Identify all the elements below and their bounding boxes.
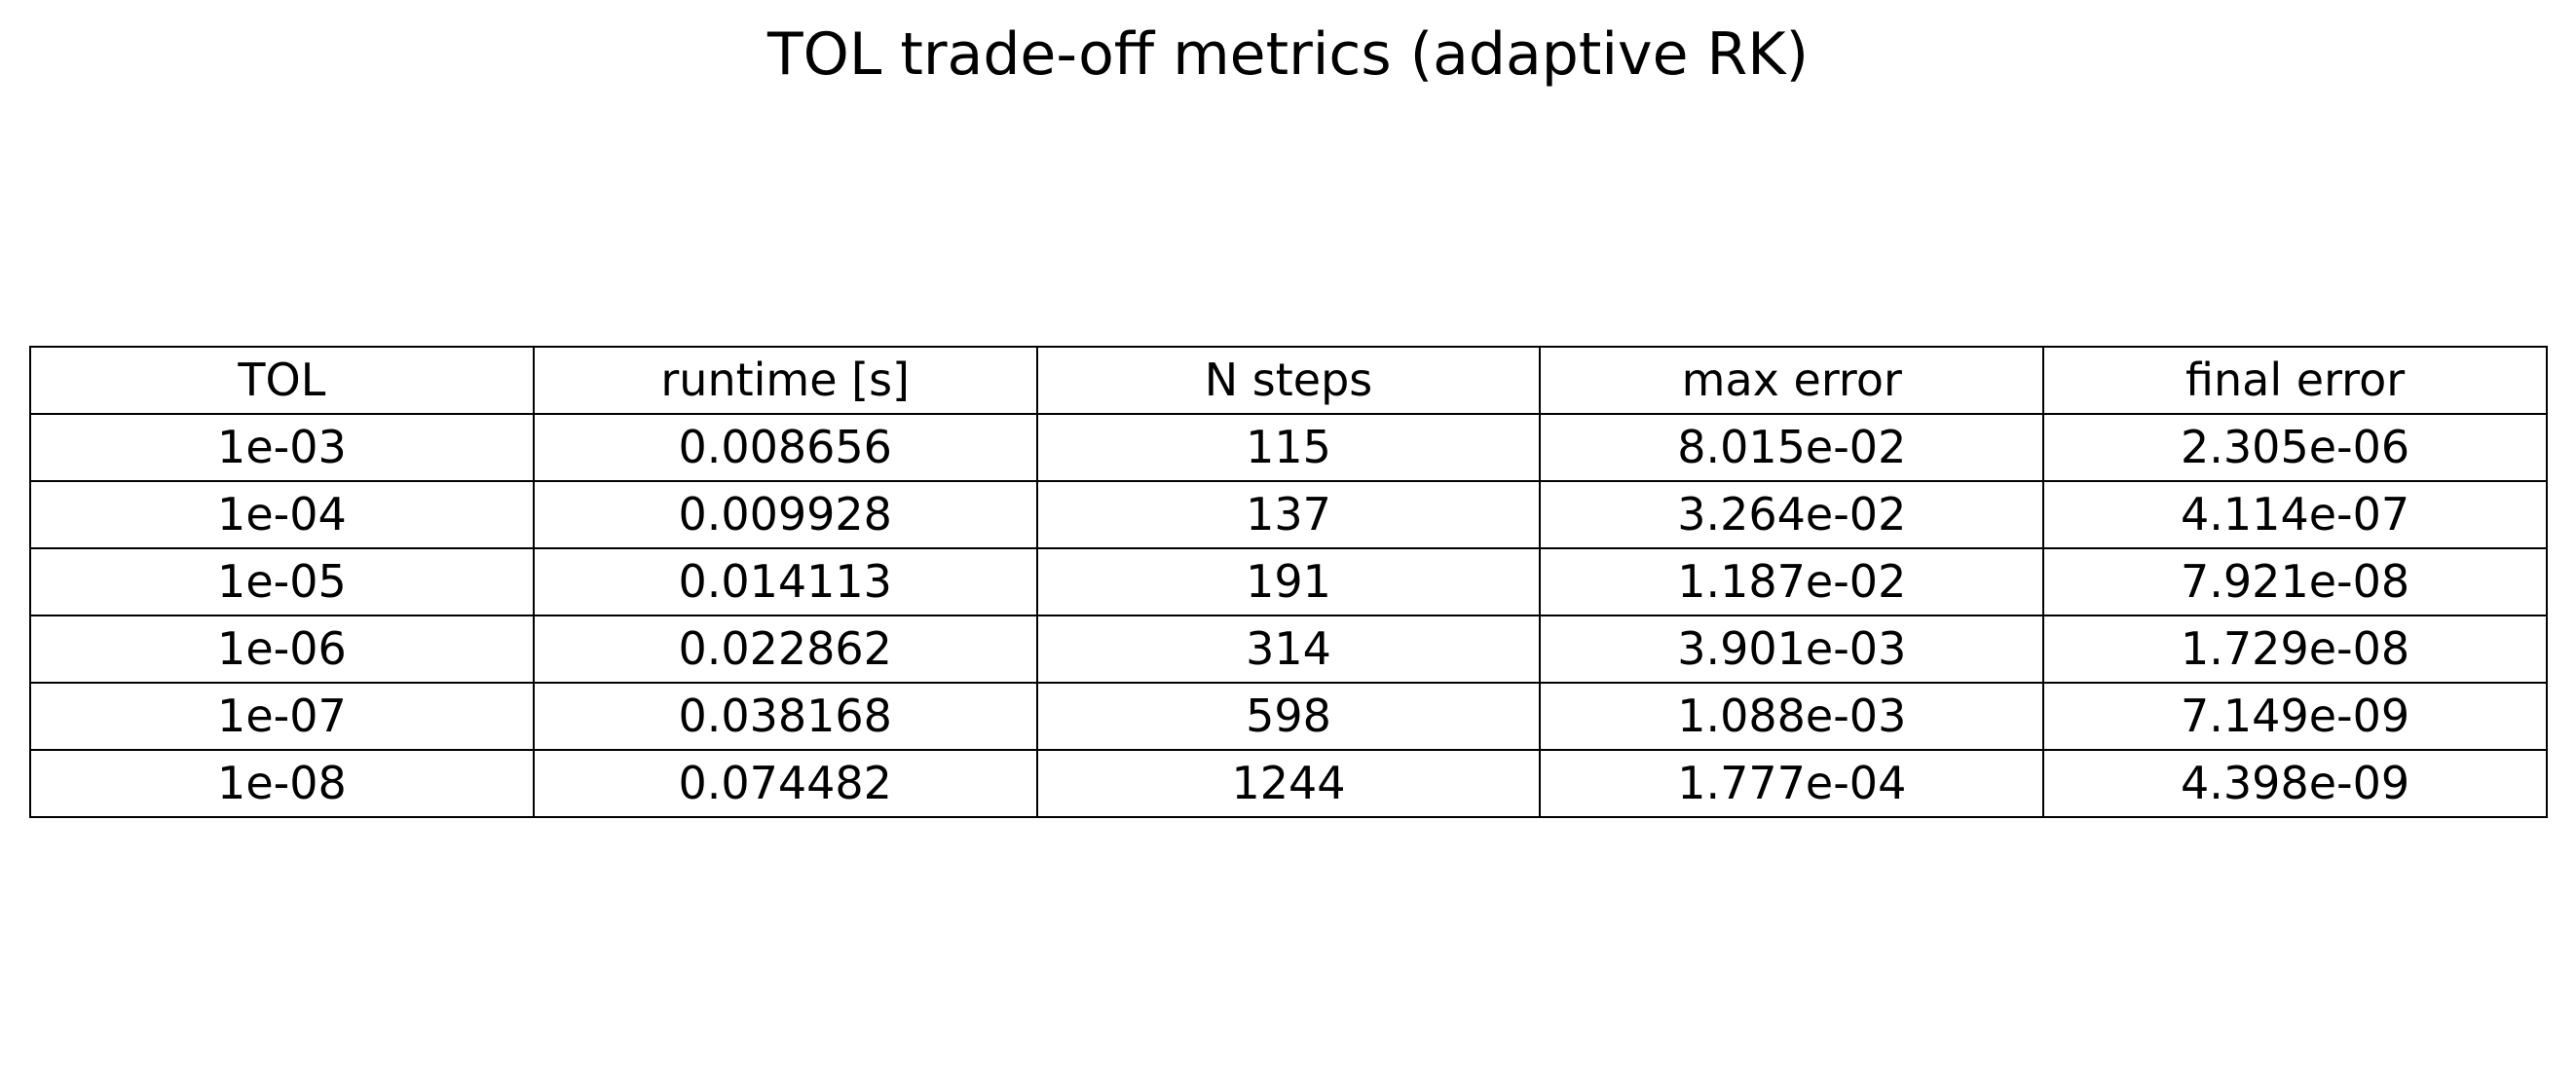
column-header-n-steps: N steps	[1035, 346, 1542, 415]
cell-n-steps: 314	[1035, 615, 1542, 684]
table-row: 1e-03 0.008656 115 8.015e-02 2.305e-06	[29, 413, 2548, 482]
cell-final-error: 4.398e-09	[2042, 749, 2548, 818]
cell-max-error: 1.088e-03	[1539, 682, 2045, 751]
table-header-row: TOL runtime [s] N steps max error final …	[29, 346, 2548, 415]
cell-n-steps: 115	[1035, 413, 1542, 482]
cell-final-error: 4.114e-07	[2042, 480, 2548, 549]
cell-final-error: 2.305e-06	[2042, 413, 2548, 482]
cell-tol: 1e-03	[29, 413, 535, 482]
column-header-runtime: runtime [s]	[532, 346, 1038, 415]
cell-max-error: 8.015e-02	[1539, 413, 2045, 482]
cell-tol: 1e-08	[29, 749, 535, 818]
cell-runtime: 0.038168	[532, 682, 1038, 751]
table-row: 1e-08 0.074482 1244 1.777e-04 4.398e-09	[29, 749, 2548, 818]
cell-final-error: 1.729e-08	[2042, 615, 2548, 684]
table-row: 1e-05 0.014113 191 1.187e-02 7.921e-08	[29, 547, 2548, 616]
cell-n-steps: 137	[1035, 480, 1542, 549]
cell-max-error: 1.777e-04	[1539, 749, 2045, 818]
cell-final-error: 7.149e-09	[2042, 682, 2548, 751]
cell-n-steps: 1244	[1035, 749, 1542, 818]
cell-tol: 1e-07	[29, 682, 535, 751]
cell-tol: 1e-06	[29, 615, 535, 684]
table-row: 1e-06 0.022862 314 3.901e-03 1.729e-08	[29, 615, 2548, 684]
cell-max-error: 3.901e-03	[1539, 615, 2045, 684]
cell-runtime: 0.074482	[532, 749, 1038, 818]
cell-n-steps: 598	[1035, 682, 1542, 751]
column-header-tol: TOL	[29, 346, 535, 415]
cell-tol: 1e-05	[29, 547, 535, 616]
cell-final-error: 7.921e-08	[2042, 547, 2548, 616]
cell-tol: 1e-04	[29, 480, 535, 549]
cell-n-steps: 191	[1035, 547, 1542, 616]
cell-runtime: 0.009928	[532, 480, 1038, 549]
cell-runtime: 0.022862	[532, 615, 1038, 684]
table-row: 1e-04 0.009928 137 3.264e-02 4.114e-07	[29, 480, 2548, 549]
cell-runtime: 0.008656	[532, 413, 1038, 482]
cell-runtime: 0.014113	[532, 547, 1038, 616]
column-header-max-error: max error	[1539, 346, 2045, 415]
cell-max-error: 1.187e-02	[1539, 547, 2045, 616]
chart-title: TOL trade-off metrics (adaptive RK)	[766, 20, 1809, 89]
table-row: 1e-07 0.038168 598 1.088e-03 7.149e-09	[29, 682, 2548, 751]
metrics-table: TOL runtime [s] N steps max error final …	[29, 346, 2548, 818]
cell-max-error: 3.264e-02	[1539, 480, 2045, 549]
column-header-final-error: final error	[2042, 346, 2548, 415]
